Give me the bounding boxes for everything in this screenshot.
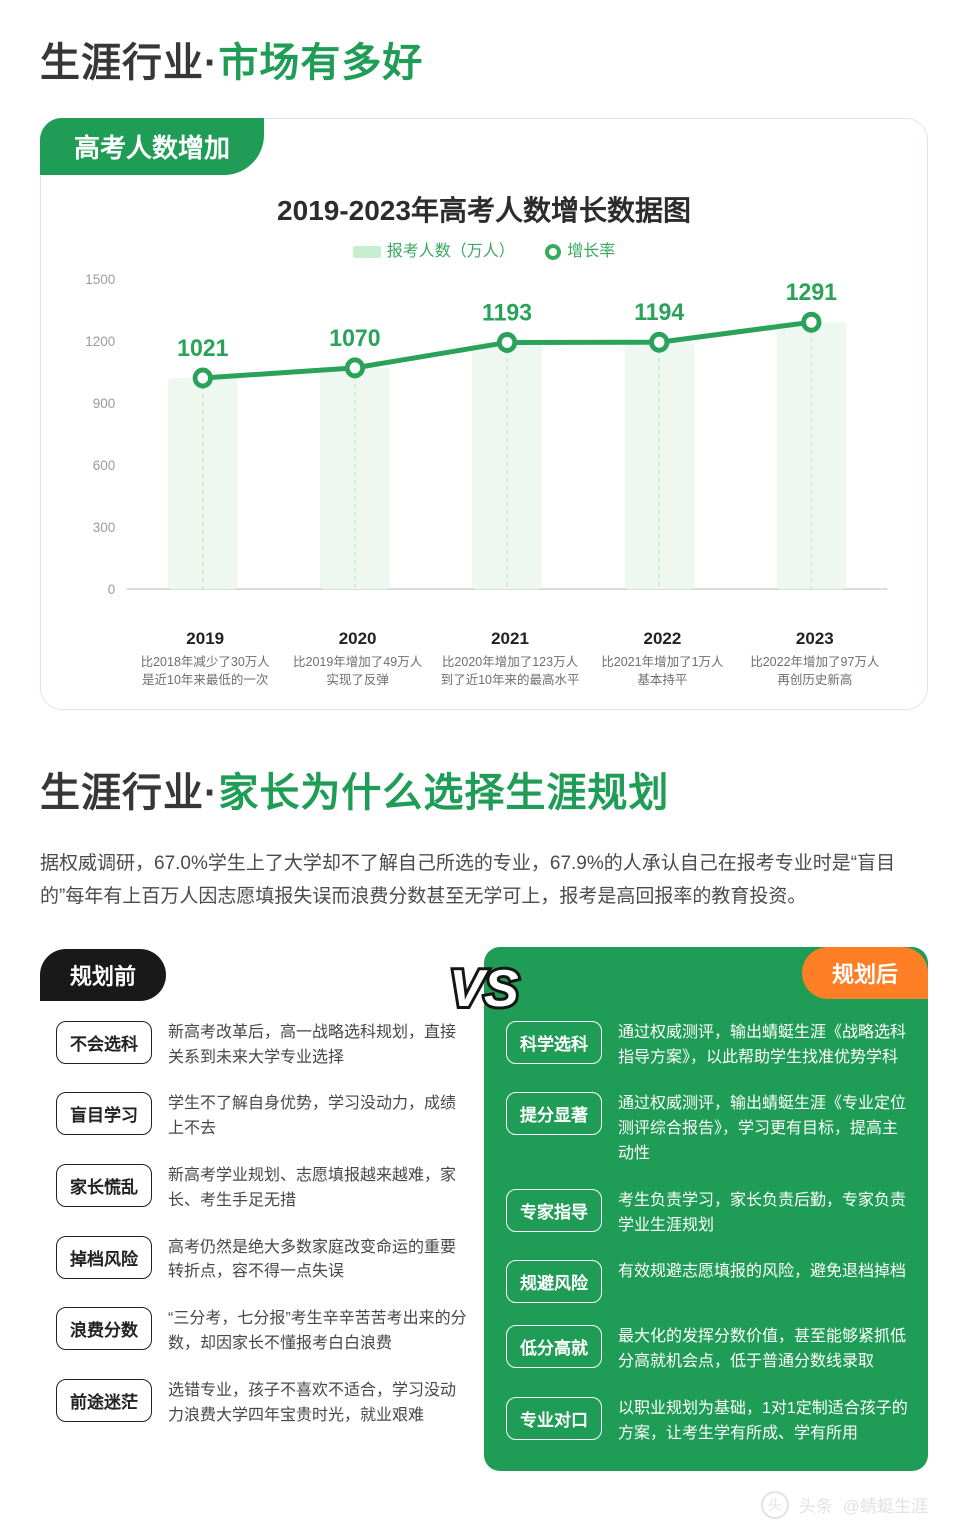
svg-text:300: 300 [93,520,116,535]
title-accent: 市场有多好 [218,41,423,85]
list-item: 不会选科新高考改革后，高一战略选科规划，直接关系到未来大学专业选择 [56,1021,468,1071]
item-desc: 高考仍然是绝大多数家庭改变命运的重要转折点，容不得一点失误 [168,1236,468,1286]
list-item: 浪费分数 “三分考，七分报”考生辛辛苦苦考出来的分数，却因家长不懂报考白白浪费 [56,1307,468,1357]
item-desc: 通过权威测评，输出蜻蜓生涯《战略选科指导方案》，以此帮助学生找准优势学科 [618,1021,910,1071]
chart-x-note: 比2019年增加了49万人实现了反弹 [285,653,429,689]
svg-text:1200: 1200 [85,334,115,349]
legend-ring-icon [545,244,561,260]
list-item: 专业对口以职业规划为基础，1对1定制适合孩子的方案，让考生学有所成、学有所用 [506,1397,910,1447]
item-desc: 有效规避志愿填报的风险，避免退档掉档 [618,1260,910,1285]
watermark-handle: @蜻蜓生涯 [843,1492,928,1517]
section2-intro: 据权威调研，67.0%学生上了大学却不了解自己所选的专业，67.9%的人承认自己… [40,848,928,913]
panel-before: 规划前 不会选科新高考改革后，高一战略选科规划，直接关系到未来大学专业选择盲目学… [40,947,484,1471]
section1-title: 生涯行业·市场有多好 [40,30,928,88]
chart-x-note: 比2021年增加了1万人基本持平 [590,653,734,689]
svg-text:1021: 1021 [177,335,228,362]
item-tag: 家长慌乱 [56,1164,152,1207]
chart-x-category: 2022 [590,629,734,649]
list-item: 家长慌乱新高考学业规划、志愿填报越来越难，家长、考生手足无措 [56,1164,468,1214]
item-desc: “三分考，七分报”考生辛辛苦苦考出来的分数，却因家长不懂报考白白浪费 [168,1307,468,1357]
chart-x-category: 2020 [285,629,429,649]
list-item: 专家指导考生负责学习，家长负责后勤，专家负责学业生涯规划 [506,1189,910,1239]
watermark-logo-icon: 头 [761,1491,789,1519]
chart-x-note: 比2018年减少了30万人是近10年来最低的一次 [133,653,277,689]
watermark: 头 头条 @蜻蜓生涯 [761,1491,928,1519]
item-tag: 规避风险 [506,1260,602,1303]
chart-x-category: 2021 [438,629,582,649]
card-tab: 高考人数增加 [40,118,264,175]
chart-legend: 报考人数（万人） 增长率 [71,237,897,261]
chart-x-col: 2023 比2022年增加了97万人再创历史新高 [739,629,891,689]
svg-text:1070: 1070 [329,324,380,351]
chart-x-col: 2021 比2020年增加了123万人到了近10年来的最高水平 [434,629,586,689]
item-tag: 浪费分数 [56,1307,152,1350]
comparison: 规划前 不会选科新高考改革后，高一战略选科规划，直接关系到未来大学专业选择盲目学… [40,947,928,1471]
item-tag: 专业对口 [506,1397,602,1440]
chart-x-category: 2023 [743,629,887,649]
item-tag: 盲目学习 [56,1092,152,1135]
item-desc: 新高考学业规划、志愿填报越来越难，家长、考生手足无措 [168,1164,468,1214]
chart-x-note: 比2022年增加了97万人再创历史新高 [743,653,887,689]
title-prefix: 生涯行业· [40,41,218,85]
chart-card: 高考人数增加 2019-2023年高考人数增长数据图 报考人数（万人） 增长率 … [40,118,928,710]
svg-text:0: 0 [108,582,116,597]
list-item: 提分显著通过权威测评，输出蜻蜓生涯《专业定位测评综合报告》，学习更有目标，提高主… [506,1092,910,1166]
item-desc: 学生不了解自身优势，学习没动力，成绩上不去 [168,1092,468,1142]
item-tag: 低分高就 [506,1325,602,1368]
item-desc: 考生负责学习，家长负责后勤，专家负责学业生涯规划 [618,1189,910,1239]
legend-a: 报考人数（万人） [387,243,515,260]
list-item: 规避风险有效规避志愿填报的风险，避免退档掉档 [506,1260,910,1303]
line-chart: 0 300 600 900 1200 1500 1021 1070 1193 1194 1291 [71,269,897,629]
watermark-prefix: 头条 [799,1492,833,1517]
vs-badge: VS [419,951,549,1036]
chart-x-col: 2022 比2021年增加了1万人基本持平 [586,629,738,689]
svg-text:VS: VS [449,960,519,1018]
item-tag: 掉档风险 [56,1236,152,1279]
chart-x-category: 2019 [133,629,277,649]
section2-title: 生涯行业·家长为什么选择生涯规划 [40,760,928,818]
legend-swatch-icon [353,246,381,258]
svg-text:1291: 1291 [786,279,837,306]
panel-after-head: 规划后 [802,947,928,999]
svg-text:900: 900 [93,396,116,411]
chart-x-col: 2019 比2018年减少了30万人是近10年来最低的一次 [129,629,281,689]
item-tag: 提分显著 [506,1092,602,1135]
chart-x-captions: 2019 比2018年减少了30万人是近10年来最低的一次 2020 比2019年增加… [129,629,891,689]
svg-text:1193: 1193 [482,299,532,326]
title2-prefix: 生涯行业· [40,771,218,815]
item-desc: 选错专业，孩子不喜欢不适合，学习没动力浪费大学四年宝贵时光，就业艰难 [168,1379,468,1429]
list-item: 低分高就最大化的发挥分数价值，甚至能够紧抓低分高就机会点，低于普通分数线录取 [506,1325,910,1375]
item-tag: 不会选科 [56,1021,152,1064]
chart-x-col: 2020 比2019年增加了49万人实现了反弹 [281,629,433,689]
item-desc: 通过权威测评，输出蜻蜓生涯《专业定位测评综合报告》，学习更有目标，提高主动性 [618,1092,910,1166]
list-item: 掉档风险高考仍然是绝大多数家庭改变命运的重要转折点，容不得一点失误 [56,1236,468,1286]
item-tag: 前途迷茫 [56,1379,152,1422]
panel-before-head: 规划前 [40,949,166,1001]
legend-b: 增长率 [567,243,615,260]
list-item: 前途迷茫选错专业，孩子不喜欢不适合，学习没动力浪费大学四年宝贵时光，就业艰难 [56,1379,468,1429]
chart-x-note: 比2020年增加了123万人到了近10年来的最高水平 [438,653,582,689]
item-tag: 专家指导 [506,1189,602,1232]
item-desc: 以职业规划为基础，1对1定制适合孩子的方案，让考生学有所成、学有所用 [618,1397,910,1447]
title2-accent: 家长为什么选择生涯规划 [218,771,669,815]
svg-text:1500: 1500 [85,272,115,287]
list-item: 科学选科通过权威测评，输出蜻蜓生涯《战略选科指导方案》，以此帮助学生找准优势学科 [506,1021,910,1071]
panel-after: 规划后 科学选科通过权威测评，输出蜻蜓生涯《战略选科指导方案》，以此帮助学生找准… [484,947,928,1471]
list-item: 盲目学习学生不了解自身优势，学习没动力，成绩上不去 [56,1092,468,1142]
svg-text:1194: 1194 [634,299,684,326]
item-desc: 最大化的发挥分数价值，甚至能够紧抓低分高就机会点，低于普通分数线录取 [618,1325,910,1375]
svg-text:600: 600 [93,458,116,473]
chart-title: 2019-2023年高考人数增长数据图 [71,189,897,229]
